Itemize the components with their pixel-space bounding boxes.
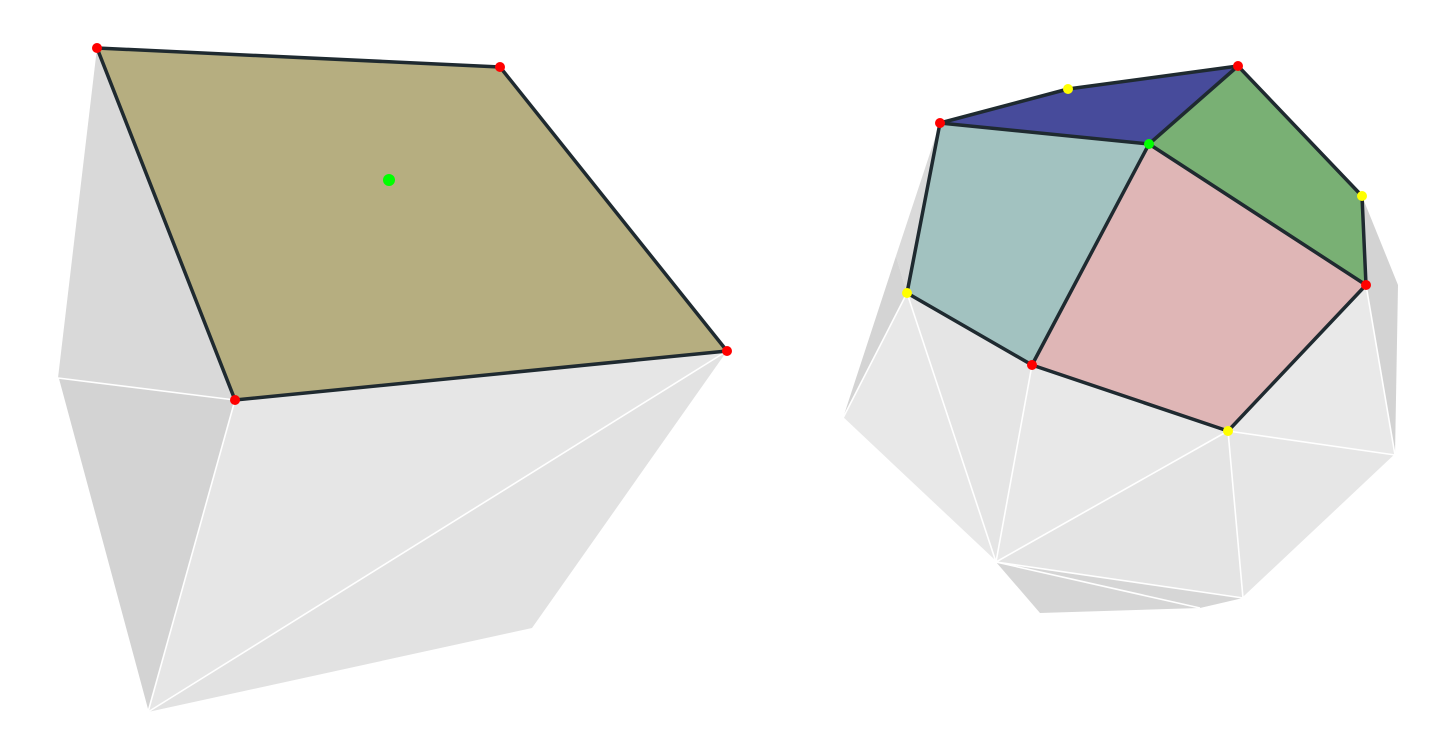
right-mesh-face: [1362, 196, 1398, 455]
right-mesh-face: [996, 562, 1243, 613]
right-face-teal: [907, 123, 1149, 365]
right-mesh-face: [1228, 431, 1395, 598]
edge-midpoint-vertex: [902, 288, 912, 298]
corner-vertex: [722, 346, 732, 356]
right-mesh-face: [996, 431, 1243, 598]
right-mesh-edges: [842, 284, 1396, 609]
right-mesh-face: [996, 365, 1228, 562]
corner-vertex: [230, 395, 240, 405]
edge-midpoint-vertex: [1063, 84, 1073, 94]
edge-midpoint-vertex: [1223, 426, 1233, 436]
face-center-vertex: [383, 174, 395, 186]
corner-vertex: [495, 62, 505, 72]
right-mesh-face: [907, 293, 1032, 562]
center-vertex: [1144, 139, 1154, 149]
right-mesh-face: [1228, 285, 1395, 455]
left-mesh-face: [58, 378, 235, 712]
right-face-pink: [1032, 144, 1366, 431]
corner-vertex: [1361, 280, 1371, 290]
right-mesh-face: [896, 123, 940, 293]
right-face-green: [1149, 66, 1366, 285]
corner-vertex: [1233, 61, 1243, 71]
left-mesh-edges: [57, 350, 728, 713]
corner-vertex: [935, 118, 945, 128]
left-figure: [57, 43, 732, 713]
right-mesh-face: [843, 293, 996, 562]
left-mesh-face: [58, 48, 235, 400]
left-selected-face: [97, 48, 727, 400]
left-vertices: [92, 43, 732, 405]
right-figure: [842, 61, 1398, 613]
right-face-blue: [940, 66, 1238, 144]
right-vertices: [902, 61, 1371, 436]
right-mesh-faces: [843, 123, 1398, 613]
right-mesh-face: [843, 256, 907, 418]
corner-vertex: [1027, 360, 1037, 370]
edge-midpoint-vertex: [1357, 191, 1367, 201]
corner-vertex: [92, 43, 102, 53]
